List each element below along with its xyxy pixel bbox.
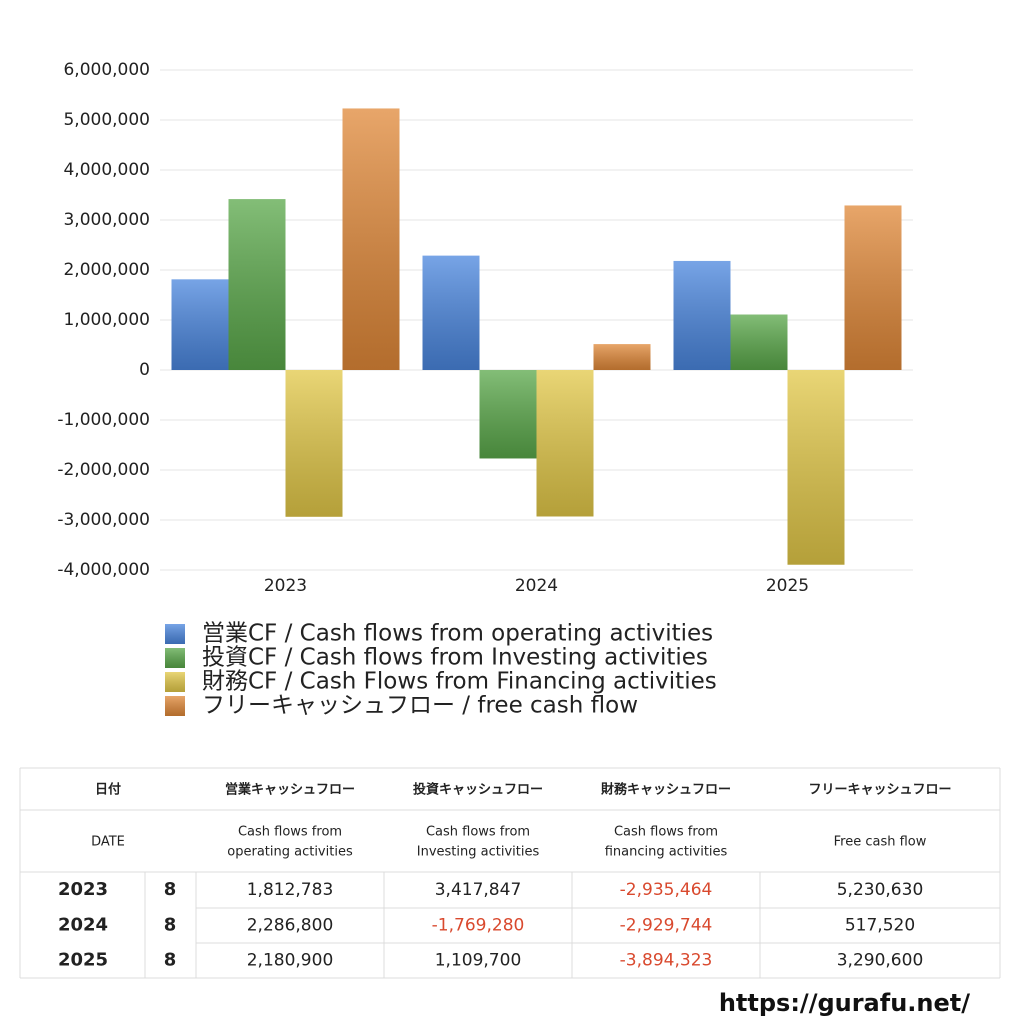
table-header: フリーキャッシュフロー — [808, 783, 951, 798]
table-cell: 517,520 — [845, 916, 915, 936]
bar-shade — [730, 314, 788, 370]
table-subheader: operating activities — [227, 845, 353, 860]
table-cell: -1,769,280 — [432, 916, 525, 936]
table-subheader: DATE — [91, 835, 125, 850]
table-cell: 2024 — [58, 915, 108, 936]
table-cell: -3,894,323 — [620, 951, 713, 971]
table-cell: -2,935,464 — [620, 880, 713, 900]
table-subheader: Cash flows from — [426, 825, 530, 840]
table-subheader: Investing activities — [417, 845, 540, 860]
table-header: 日付 — [95, 782, 121, 798]
x-tick-label: 2023 — [264, 576, 307, 596]
table-header: 財務キャッシュフロー — [600, 782, 731, 798]
table-cell: 3,290,600 — [837, 951, 924, 971]
y-tick-label: -3,000,000 — [57, 510, 150, 530]
table-cell: 2023 — [58, 879, 108, 900]
y-tick-label: 2,000,000 — [63, 260, 150, 280]
table-cell: 2,180,900 — [247, 951, 334, 971]
table-cell: 8 — [164, 915, 177, 936]
table-subheader: Cash flows from — [614, 825, 718, 840]
table-cell: 2025 — [58, 950, 108, 971]
table-subheader: financing activities — [605, 845, 728, 860]
x-tick-label: 2025 — [766, 576, 809, 596]
table-cell: 2,286,800 — [247, 916, 334, 936]
legend-label: 営業CF / Cash flows from operating activit… — [202, 621, 713, 647]
y-tick-label: -1,000,000 — [57, 410, 150, 430]
legend-swatch-shade — [165, 624, 185, 644]
y-tick-label: 3,000,000 — [63, 210, 150, 230]
table-header: 投資キャッシュフロー — [413, 782, 543, 798]
bar-shade — [285, 370, 343, 517]
table-header: 営業キャッシュフロー — [225, 782, 355, 798]
table-cell: -2,929,744 — [620, 916, 713, 936]
table-subheader: Cash flows from — [238, 825, 342, 840]
bar-shade — [787, 370, 845, 565]
bar-shade — [422, 255, 480, 370]
legend-label: フリーキャッシュフロー / free cash flow — [202, 693, 638, 719]
y-tick-label: 1,000,000 — [63, 310, 150, 330]
legend-swatch-shade — [165, 672, 185, 692]
legend-label: 投資CF / Cash flows from Investing activit… — [202, 645, 708, 671]
y-tick-label: 5,000,000 — [63, 110, 150, 130]
footer-url: https://gurafu.net/ — [719, 989, 970, 1017]
bar-shade — [228, 199, 286, 370]
y-tick-label: -4,000,000 — [57, 560, 150, 580]
bar-shade — [673, 260, 731, 370]
table-cell: 3,417,847 — [435, 880, 522, 900]
x-tick-label: 2024 — [515, 576, 558, 596]
legend-label: 財務CF / Cash Flows from Financing activit… — [202, 669, 717, 695]
table-subheader: Free cash flow — [834, 835, 927, 850]
table-cell: 8 — [164, 879, 177, 900]
table-cell: 1,109,700 — [435, 951, 522, 971]
bar-shade — [593, 344, 651, 370]
y-tick-label: -2,000,000 — [57, 460, 150, 480]
bar-shade — [479, 370, 537, 459]
bar-shade — [342, 108, 400, 370]
y-tick-label: 6,000,000 — [63, 60, 150, 80]
bar-shade — [536, 370, 594, 517]
bar-shade — [844, 205, 902, 370]
table-cell: 5,230,630 — [837, 880, 924, 900]
table-cell: 8 — [164, 950, 177, 971]
legend-swatch-shade — [165, 696, 185, 716]
y-tick-label: 0 — [139, 360, 150, 380]
bar-shade — [171, 279, 229, 370]
table-cell: 1,812,783 — [247, 880, 334, 900]
legend-swatch-shade — [165, 648, 185, 668]
y-tick-label: 4,000,000 — [63, 160, 150, 180]
